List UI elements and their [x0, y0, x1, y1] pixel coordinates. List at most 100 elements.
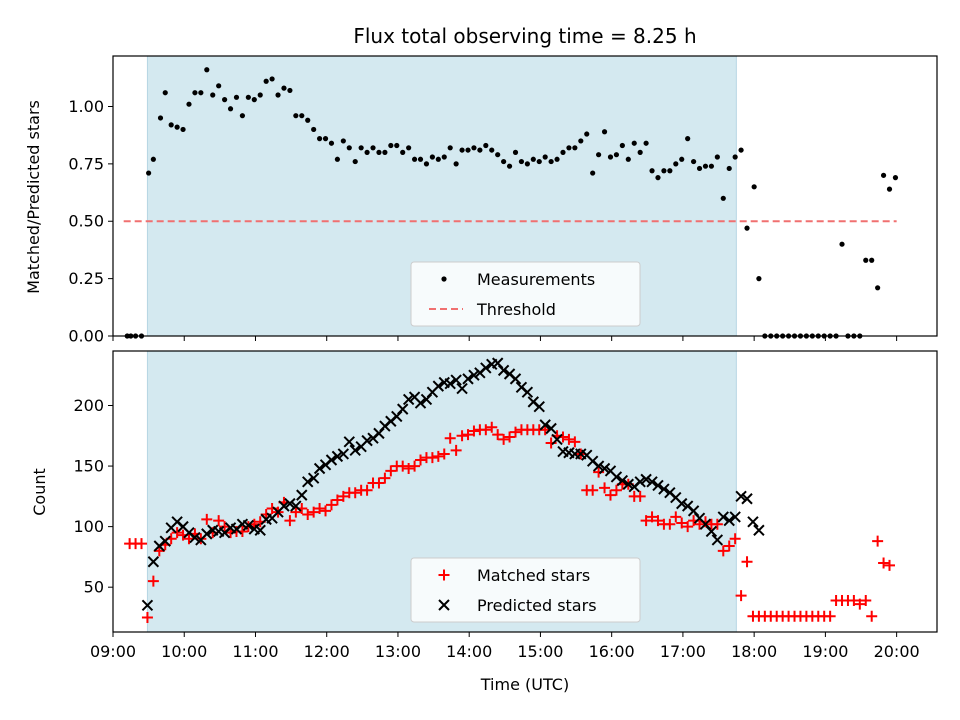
data-point — [584, 131, 590, 137]
data-point — [875, 285, 881, 291]
data-point — [652, 515, 664, 527]
top-panel: 0.00 0.25 0.50 0.75 1.00 Matched/Predicted s… — [24, 55, 938, 346]
data-point — [222, 97, 228, 103]
data-point — [751, 184, 757, 190]
data-point — [343, 436, 355, 448]
data-point — [426, 452, 438, 464]
data-point — [361, 434, 373, 447]
data-point — [717, 511, 729, 523]
data-point — [839, 241, 845, 247]
data-point — [548, 158, 554, 165]
data-point — [869, 257, 875, 263]
data-point — [646, 476, 658, 488]
x-tick-label: 19:00 — [802, 642, 848, 661]
data-point — [331, 494, 343, 506]
data-point — [572, 145, 578, 151]
data-point — [340, 138, 346, 144]
legend-label: Predicted stars — [477, 596, 597, 615]
top-y-axis-label: Matched/Predicted stars — [24, 100, 43, 294]
data-point — [284, 515, 296, 527]
data-point — [530, 156, 536, 162]
data-point — [658, 483, 670, 495]
data-point — [604, 489, 616, 501]
data-point — [702, 163, 709, 169]
data-point — [227, 106, 234, 112]
data-point — [245, 94, 251, 100]
legend-marker — [438, 599, 450, 611]
plot-frame — [112, 55, 938, 337]
data-point — [397, 460, 409, 472]
data-point — [331, 450, 344, 463]
data-point — [512, 149, 519, 155]
data-point — [536, 158, 542, 165]
data-point — [682, 521, 694, 533]
data-point — [364, 149, 370, 155]
data-point — [257, 92, 263, 98]
y-tick-label: 1.00 — [68, 97, 104, 116]
data-point — [171, 527, 183, 539]
data-point — [518, 158, 525, 165]
data-point — [533, 401, 545, 413]
data-point — [213, 515, 225, 527]
x-tick-label: 12:00 — [304, 642, 350, 661]
data-point — [444, 377, 456, 390]
data-point — [676, 517, 688, 529]
data-point — [741, 493, 753, 505]
data-point — [311, 126, 317, 133]
data-point — [860, 595, 872, 607]
x-tick-label: 10:00 — [161, 642, 207, 661]
data-point — [429, 154, 435, 160]
data-point — [655, 175, 661, 181]
x-tick-label: 18:00 — [731, 642, 777, 661]
data-point — [884, 559, 896, 571]
data-point — [281, 85, 287, 91]
data-point — [679, 156, 685, 162]
data-point — [495, 152, 501, 158]
legend-label: Matched stars — [477, 566, 590, 585]
x-tick-label: 11:00 — [232, 642, 278, 661]
data-point — [444, 432, 456, 444]
data-point — [322, 136, 329, 142]
data-point — [349, 444, 361, 457]
data-point — [438, 448, 450, 460]
data-point — [738, 147, 744, 153]
data-point — [370, 145, 376, 151]
data-point — [509, 373, 522, 385]
data-point — [566, 145, 572, 151]
data-point — [599, 482, 611, 494]
data-point — [414, 397, 427, 409]
data-point — [275, 92, 281, 98]
data-point — [723, 540, 735, 552]
data-point — [634, 490, 646, 502]
data-point — [506, 163, 513, 169]
data-point — [409, 460, 421, 472]
data-point — [462, 429, 474, 441]
data-point — [524, 161, 530, 167]
data-point — [616, 474, 629, 487]
data-point — [432, 450, 444, 462]
data-point — [498, 433, 510, 445]
data-point — [147, 556, 160, 568]
data-point — [328, 140, 335, 146]
series-dot — [124, 67, 899, 339]
data-point — [640, 515, 652, 527]
data-point — [415, 454, 427, 466]
data-point — [376, 149, 382, 155]
data-point — [711, 518, 723, 530]
data-point — [423, 161, 430, 167]
data-point — [480, 424, 492, 436]
data-point — [729, 533, 741, 545]
data-point — [735, 590, 747, 602]
data-point — [497, 364, 510, 377]
y-tick-label: 0.75 — [68, 154, 104, 173]
data-point — [596, 152, 602, 158]
data-point — [510, 426, 522, 438]
data-point — [299, 113, 305, 119]
data-point — [483, 142, 489, 149]
data-point — [447, 145, 453, 151]
data-point — [233, 94, 240, 100]
legend-box — [410, 557, 641, 623]
y-tick-label: 50 — [84, 578, 104, 597]
data-point — [402, 393, 415, 406]
